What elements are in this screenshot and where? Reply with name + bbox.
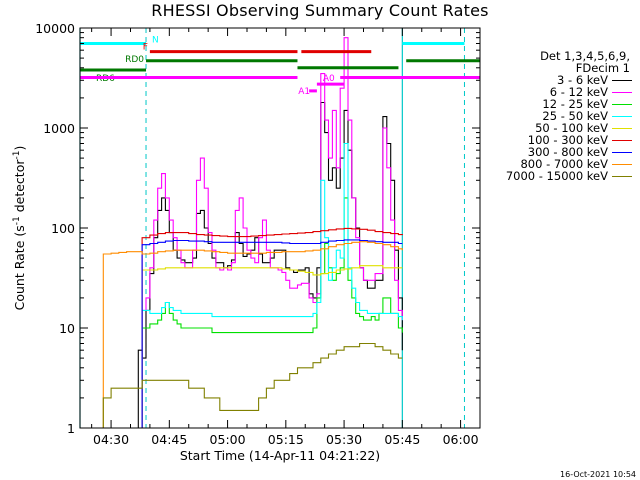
- orbit-markers: [79, 28, 465, 428]
- y-axis-label: Count Rate (s-1 detector-1): [12, 146, 27, 311]
- legend-entry-label: 300 - 800 keV: [527, 145, 608, 159]
- legend-entry: 100 - 300 keV: [472, 134, 638, 146]
- legend-entry: 300 - 800 keV: [472, 146, 638, 158]
- legend-entry-label: 50 - 100 keV: [535, 121, 608, 135]
- legend-swatch: [612, 151, 632, 153]
- y-axis-label-mid: detector: [12, 159, 27, 217]
- x-tick-label-6: 06:00: [443, 432, 479, 447]
- legend-swatch: [612, 139, 632, 141]
- series-3-6-kev-line: [80, 101, 403, 429]
- legend-entry-label: 25 - 50 keV: [542, 109, 608, 123]
- legend-entry: 25 - 50 keV: [472, 110, 638, 122]
- legend-entry: 3 - 6 keV: [472, 74, 638, 86]
- plot-frame: [79, 27, 481, 429]
- legend-entry-label: 800 - 7000 keV: [520, 157, 608, 171]
- y-tick-label-4: 10000: [35, 21, 75, 36]
- legend-entry: 50 - 100 keV: [472, 122, 638, 134]
- legend-swatch: [612, 91, 632, 93]
- x-tick-label-1: 04:45: [151, 432, 187, 447]
- chart-title: RHESSI Observing Summary Count Rates: [151, 1, 489, 20]
- state-bar-label-7: A1: [298, 87, 310, 97]
- axes-frame: [79, 27, 481, 429]
- legend-swatch: [612, 115, 632, 117]
- legend: Det 1,3,4,5,6,9, FDecim 1 3 - 6 keV 6 - 1…: [472, 50, 638, 182]
- y-axis-label-sup: -1: [12, 216, 22, 225]
- y-tick-label-2: 100: [51, 221, 75, 236]
- legend-swatch: [612, 175, 632, 177]
- series-100-300-kev-line: [80, 227, 403, 429]
- legend-entries: 3 - 6 keV 6 - 12 keV 12 - 25 keV 25 - 50 ke…: [472, 74, 638, 182]
- x-tick-label-5: 05:45: [384, 432, 420, 447]
- series-50-100-kev-line: [80, 265, 403, 429]
- y-tick-label-1: 10: [59, 321, 75, 336]
- legend-entry: 800 - 7000 keV: [472, 158, 638, 170]
- state-bars: NF RD0 RD6 A0 A1: [80, 35, 480, 97]
- y-axis-label-text: Count Rate (s: [12, 225, 27, 310]
- legend-header-line-2: FDecim 1: [575, 61, 630, 75]
- state-bar-label-0: N: [152, 35, 159, 45]
- axis-ticks: 04:30 04:45 05:00 05:15 05:30 05:45 06:00 1 10 10…: [35, 21, 481, 447]
- x-tick-label-2: 05:00: [210, 432, 246, 447]
- y-axis-label-sup2: -1: [12, 151, 22, 160]
- series-7000-15000-kev-line: [80, 342, 403, 429]
- legend-entry: 6 - 12 keV: [472, 86, 638, 98]
- y-tick-label-3: 1000: [43, 121, 75, 136]
- x-axis-label: Start Time (14-Apr-11 04:21:22): [180, 448, 380, 463]
- legend-header-line-1: Det 1,3,4,5,6,9,: [540, 49, 630, 63]
- legend-entry: 12 - 25 keV: [472, 98, 638, 110]
- state-bar-label-4: RD6: [96, 74, 115, 84]
- series-300-800-kev-line: [80, 239, 403, 429]
- legend-swatch: [612, 79, 632, 81]
- legend-entry: 7000 - 15000 keV: [472, 170, 638, 182]
- legend-swatch: [612, 163, 632, 165]
- x-tick-label-3: 05:15: [268, 432, 304, 447]
- series-lines: [80, 37, 403, 429]
- series-6-12-kev-line: [80, 37, 403, 429]
- legend-swatch: [612, 127, 632, 129]
- legend-entry-label: 100 - 300 keV: [527, 133, 608, 147]
- legend-entry-label: 3 - 6 keV: [557, 73, 608, 87]
- x-tick-label-0: 04:30: [93, 432, 129, 447]
- generation-timestamp: 16-Oct-2021 10:54: [560, 470, 636, 479]
- y-tick-label-0: 1: [67, 421, 75, 436]
- state-bar-label-6: A0: [323, 74, 335, 84]
- legend-swatch: [612, 103, 632, 105]
- series-25-50-kev-line: [80, 142, 403, 429]
- legend-entry-label: 7000 - 15000 keV: [505, 169, 608, 183]
- legend-entry-label: 12 - 25 keV: [542, 97, 608, 111]
- legend-entry-label: 6 - 12 keV: [549, 85, 608, 99]
- series-12-25-kev-line: [80, 197, 403, 429]
- state-bar-label-2: RD0: [125, 55, 144, 65]
- x-tick-label-4: 05:30: [326, 432, 362, 447]
- series-800-7000-kev-line: [80, 241, 403, 429]
- state-bar-label-1: F: [143, 43, 148, 53]
- y-axis-label-end: ): [12, 146, 27, 151]
